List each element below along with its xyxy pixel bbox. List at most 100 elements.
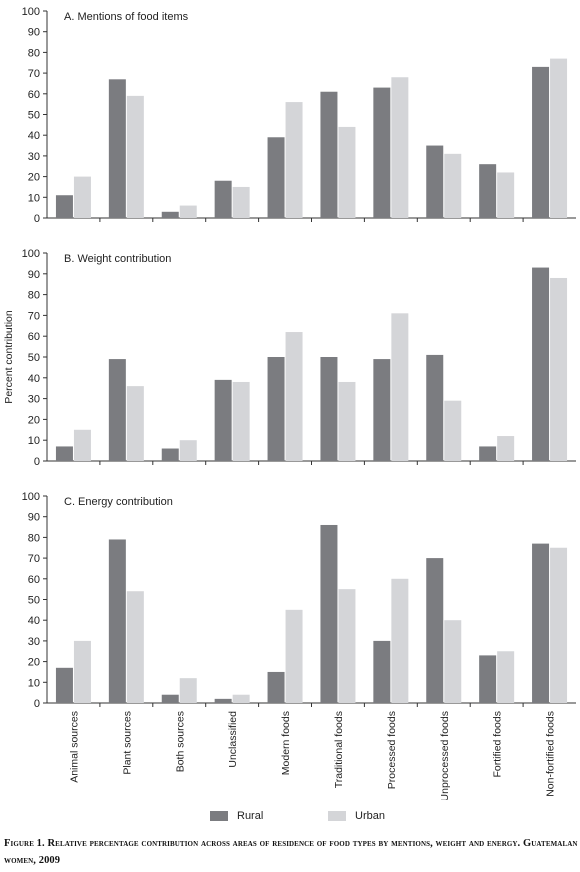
bar-rural bbox=[161, 211, 179, 218]
bar-rural bbox=[267, 357, 285, 461]
bar-urban bbox=[497, 172, 515, 218]
bar-urban bbox=[232, 381, 250, 461]
legend-item-rural: Rural bbox=[210, 810, 263, 822]
x-tick-label: Plant sources bbox=[121, 711, 133, 775]
y-tick-label: 50 bbox=[28, 352, 40, 364]
y-tick-label: 20 bbox=[28, 414, 40, 426]
x-tick-label: Traditional foods bbox=[333, 711, 345, 788]
y-tick-label: 60 bbox=[28, 89, 40, 101]
bar-urban bbox=[444, 620, 462, 703]
y-tick-label: 70 bbox=[28, 68, 40, 80]
x-tick-label: Unprocessed foods bbox=[439, 711, 451, 800]
x-tick-label: Processed foods bbox=[386, 711, 398, 789]
y-tick-label: 60 bbox=[28, 574, 40, 586]
bar-urban bbox=[497, 651, 515, 703]
bar-urban bbox=[126, 95, 144, 218]
bar-urban bbox=[285, 332, 303, 461]
bar-urban bbox=[497, 436, 515, 461]
bar-rural bbox=[320, 357, 338, 461]
panel-title: A. Mentions of food items bbox=[64, 11, 189, 23]
legend-label-rural: Rural bbox=[237, 810, 264, 822]
y-tick-label: 70 bbox=[28, 310, 40, 322]
bar-rural bbox=[373, 359, 391, 461]
legend: Rural Urban bbox=[0, 810, 580, 830]
bar-urban bbox=[179, 205, 197, 218]
y-tick-label: 80 bbox=[28, 532, 40, 544]
bar-urban bbox=[550, 547, 568, 703]
bar-rural bbox=[373, 640, 391, 703]
bar-rural bbox=[532, 267, 550, 461]
bar-urban bbox=[391, 578, 409, 703]
bar-rural bbox=[532, 543, 550, 703]
y-tick-label: 100 bbox=[22, 491, 40, 503]
bar-rural bbox=[214, 379, 232, 461]
bar-urban bbox=[550, 277, 568, 461]
bar-rural bbox=[426, 558, 444, 703]
x-tick-label: Modern foods bbox=[280, 711, 292, 775]
x-tick-label: Animal sources bbox=[68, 711, 80, 783]
bar-urban bbox=[338, 126, 356, 218]
bar-rural bbox=[479, 446, 497, 461]
x-tick-label: Non-fortified foods bbox=[545, 711, 557, 797]
bar-urban bbox=[338, 589, 356, 703]
y-tick-label: 30 bbox=[28, 636, 40, 648]
bar-rural bbox=[320, 524, 338, 703]
panel-title: C. Energy contribution bbox=[64, 496, 173, 508]
bar-urban bbox=[444, 400, 462, 461]
bar-rural bbox=[532, 66, 550, 218]
y-tick-label: 60 bbox=[28, 331, 40, 343]
bar-rural bbox=[214, 180, 232, 218]
legend-item-urban: Urban bbox=[328, 810, 385, 822]
y-tick-label: 10 bbox=[28, 192, 40, 204]
bar-urban bbox=[126, 386, 144, 461]
bar-rural bbox=[161, 448, 179, 461]
bar-urban bbox=[126, 591, 144, 703]
bar-rural bbox=[479, 164, 497, 218]
legend-swatch-urban bbox=[328, 811, 346, 821]
bar-rural bbox=[214, 698, 232, 703]
bar-rural bbox=[108, 539, 126, 703]
y-tick-label: 40 bbox=[28, 130, 40, 142]
panel-title: B. Weight contribution bbox=[64, 253, 171, 265]
y-tick-label: 40 bbox=[28, 373, 40, 385]
y-tick-label: 0 bbox=[34, 213, 40, 225]
bar-rural bbox=[55, 667, 73, 703]
legend-swatch-rural bbox=[210, 811, 228, 821]
bar-rural bbox=[267, 671, 285, 703]
y-tick-label: 80 bbox=[28, 47, 40, 59]
bar-rural bbox=[267, 137, 285, 218]
y-tick-label: 20 bbox=[28, 172, 40, 184]
y-tick-label: 100 bbox=[22, 6, 40, 18]
y-tick-label: 40 bbox=[28, 615, 40, 627]
bar-urban bbox=[285, 102, 303, 218]
legend-label-urban: Urban bbox=[355, 810, 385, 822]
bar-urban bbox=[179, 678, 197, 703]
bar-urban bbox=[232, 694, 250, 703]
bar-rural bbox=[479, 655, 497, 703]
y-tick-label: 50 bbox=[28, 110, 40, 122]
x-tick-label: Unclassified bbox=[227, 711, 239, 768]
x-tick-label: Both sources bbox=[174, 711, 186, 772]
y-tick-label: 10 bbox=[28, 677, 40, 689]
y-tick-label: 0 bbox=[34, 698, 40, 710]
bar-rural bbox=[426, 354, 444, 461]
bar-urban bbox=[179, 440, 197, 461]
y-tick-label: 90 bbox=[28, 512, 40, 524]
bar-urban bbox=[285, 609, 303, 703]
y-tick-label: 50 bbox=[28, 595, 40, 607]
x-tick-label: Fortified foods bbox=[492, 711, 504, 778]
y-tick-label: 30 bbox=[28, 394, 40, 406]
bar-urban bbox=[73, 429, 91, 461]
bar-rural bbox=[161, 694, 179, 703]
bar-rural bbox=[108, 79, 126, 218]
bar-rural bbox=[373, 87, 391, 218]
y-tick-label: 90 bbox=[28, 269, 40, 281]
y-tick-label: 70 bbox=[28, 553, 40, 565]
bar-rural bbox=[320, 91, 338, 218]
bar-urban bbox=[73, 176, 91, 218]
y-tick-label: 90 bbox=[28, 27, 40, 39]
y-tick-label: 10 bbox=[28, 435, 40, 447]
bar-urban bbox=[338, 381, 356, 461]
bar-rural bbox=[55, 195, 73, 218]
bar-rural bbox=[108, 359, 126, 461]
